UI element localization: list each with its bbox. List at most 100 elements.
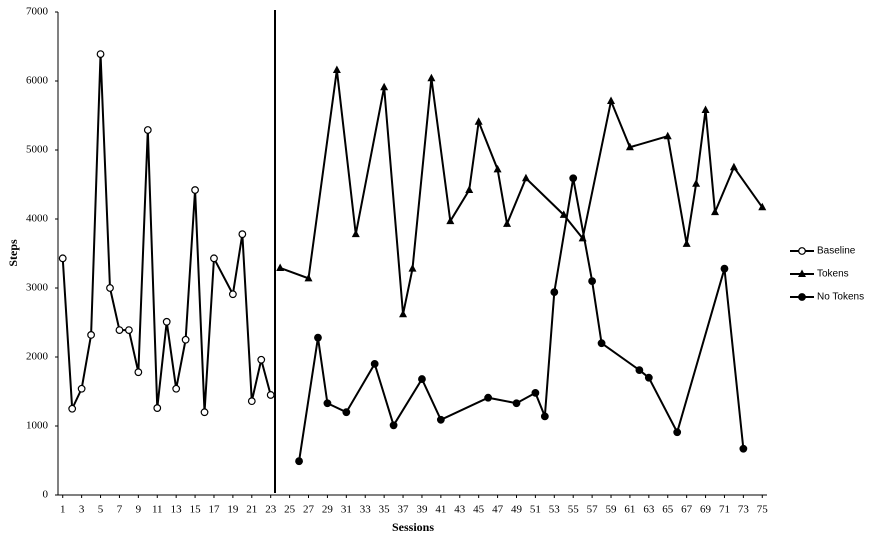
- data-point: [503, 219, 512, 227]
- x-tick-label: 71: [719, 504, 730, 516]
- x-tick-label: 75: [757, 504, 769, 516]
- data-point: [418, 375, 426, 383]
- legend-marker: [798, 269, 806, 277]
- x-tick-label: 29: [322, 504, 334, 516]
- x-tick-label: 45: [473, 504, 485, 516]
- y-tick-label: 7000: [26, 6, 49, 18]
- data-point: [134, 368, 143, 377]
- y-tick-label: 4000: [26, 213, 49, 225]
- x-tick-label: 9: [136, 504, 142, 516]
- data-point: [96, 50, 105, 58]
- x-tick-label: 53: [549, 504, 561, 516]
- legend-marker: [798, 293, 806, 301]
- x-tick-label: 55: [568, 504, 580, 516]
- data-point: [210, 254, 218, 263]
- x-tick-label: 17: [208, 504, 220, 516]
- data-point: [115, 326, 124, 334]
- x-tick-label: 25: [284, 504, 296, 516]
- data-point: [228, 290, 237, 299]
- x-tick-label: 39: [416, 504, 428, 516]
- x-tick-label: 65: [662, 504, 674, 516]
- x-tick-label: 47: [492, 504, 504, 516]
- data-point: [389, 421, 398, 430]
- x-tick-label: 23: [265, 504, 277, 516]
- data-point: [484, 393, 493, 402]
- x-tick-label: 15: [190, 504, 202, 516]
- data-point: [569, 174, 578, 183]
- x-axis-title: Sessions: [392, 520, 434, 534]
- data-point: [720, 264, 729, 273]
- data-point: [68, 404, 77, 413]
- data-point: [276, 263, 285, 271]
- data-point: [351, 229, 360, 238]
- data-point: [181, 335, 190, 344]
- data-point: [701, 105, 710, 113]
- data-point: [531, 388, 540, 397]
- x-tick-label: 1: [60, 504, 66, 516]
- y-tick-label: 3000: [26, 282, 49, 294]
- data-point: [711, 207, 720, 216]
- data-point: [304, 273, 313, 282]
- x-tick-label: 61: [624, 504, 635, 516]
- legend-label: Baseline: [817, 246, 856, 257]
- data-point: [682, 239, 691, 247]
- data-point: [493, 164, 502, 173]
- data-point: [323, 399, 332, 408]
- data-point: [729, 162, 738, 171]
- data-point: [597, 339, 606, 348]
- data-point: [399, 309, 408, 318]
- data-point: [427, 73, 436, 82]
- data-point: [644, 373, 653, 382]
- y-tick-label: 6000: [26, 75, 49, 87]
- x-tick-label: 49: [511, 504, 523, 516]
- data-point: [342, 408, 351, 417]
- data-point: [540, 412, 549, 421]
- data-point: [692, 179, 701, 187]
- data-point: [436, 415, 445, 424]
- data-point: [673, 428, 682, 437]
- data-point: [106, 284, 114, 292]
- x-tick-label: 63: [643, 504, 655, 516]
- data-point: [588, 277, 597, 286]
- legend-label: Tokens: [817, 269, 849, 280]
- y-axis-title: Steps: [6, 239, 20, 267]
- data-point: [408, 264, 417, 272]
- data-point: [625, 142, 634, 151]
- x-tick-label: 31: [341, 504, 352, 516]
- data-point: [380, 82, 389, 91]
- y-tick-label: 0: [43, 489, 49, 501]
- data-point: [200, 408, 209, 417]
- data-point: [635, 366, 644, 375]
- data-point: [663, 131, 672, 140]
- data-point: [314, 333, 322, 342]
- data-point: [607, 96, 616, 105]
- x-tick-label: 73: [738, 504, 750, 516]
- y-tick-label: 1000: [26, 420, 49, 432]
- data-point: [124, 326, 133, 334]
- data-point: [559, 210, 568, 218]
- data-point: [58, 254, 67, 263]
- x-tick-label: 57: [587, 504, 599, 516]
- data-point: [474, 117, 483, 125]
- x-tick-label: 43: [454, 504, 466, 516]
- data-point: [257, 355, 266, 364]
- x-tick-label: 41: [435, 504, 446, 516]
- x-tick-label: 67: [681, 504, 693, 516]
- data-point: [758, 202, 767, 211]
- data-point: [77, 384, 86, 393]
- legend-label: No Tokens: [817, 292, 864, 303]
- x-tick-label: 35: [379, 504, 391, 516]
- series-line: [298, 178, 745, 462]
- x-tick-label: 5: [98, 504, 104, 516]
- data-point: [739, 444, 748, 453]
- data-point: [247, 397, 256, 406]
- x-tick-label: 33: [360, 504, 372, 516]
- data-point: [446, 216, 455, 225]
- x-tick-label: 69: [700, 504, 712, 516]
- data-point: [238, 230, 247, 239]
- data-point: [172, 384, 181, 393]
- data-point: [191, 186, 199, 194]
- data-point: [162, 317, 171, 326]
- x-tick-label: 21: [246, 504, 257, 516]
